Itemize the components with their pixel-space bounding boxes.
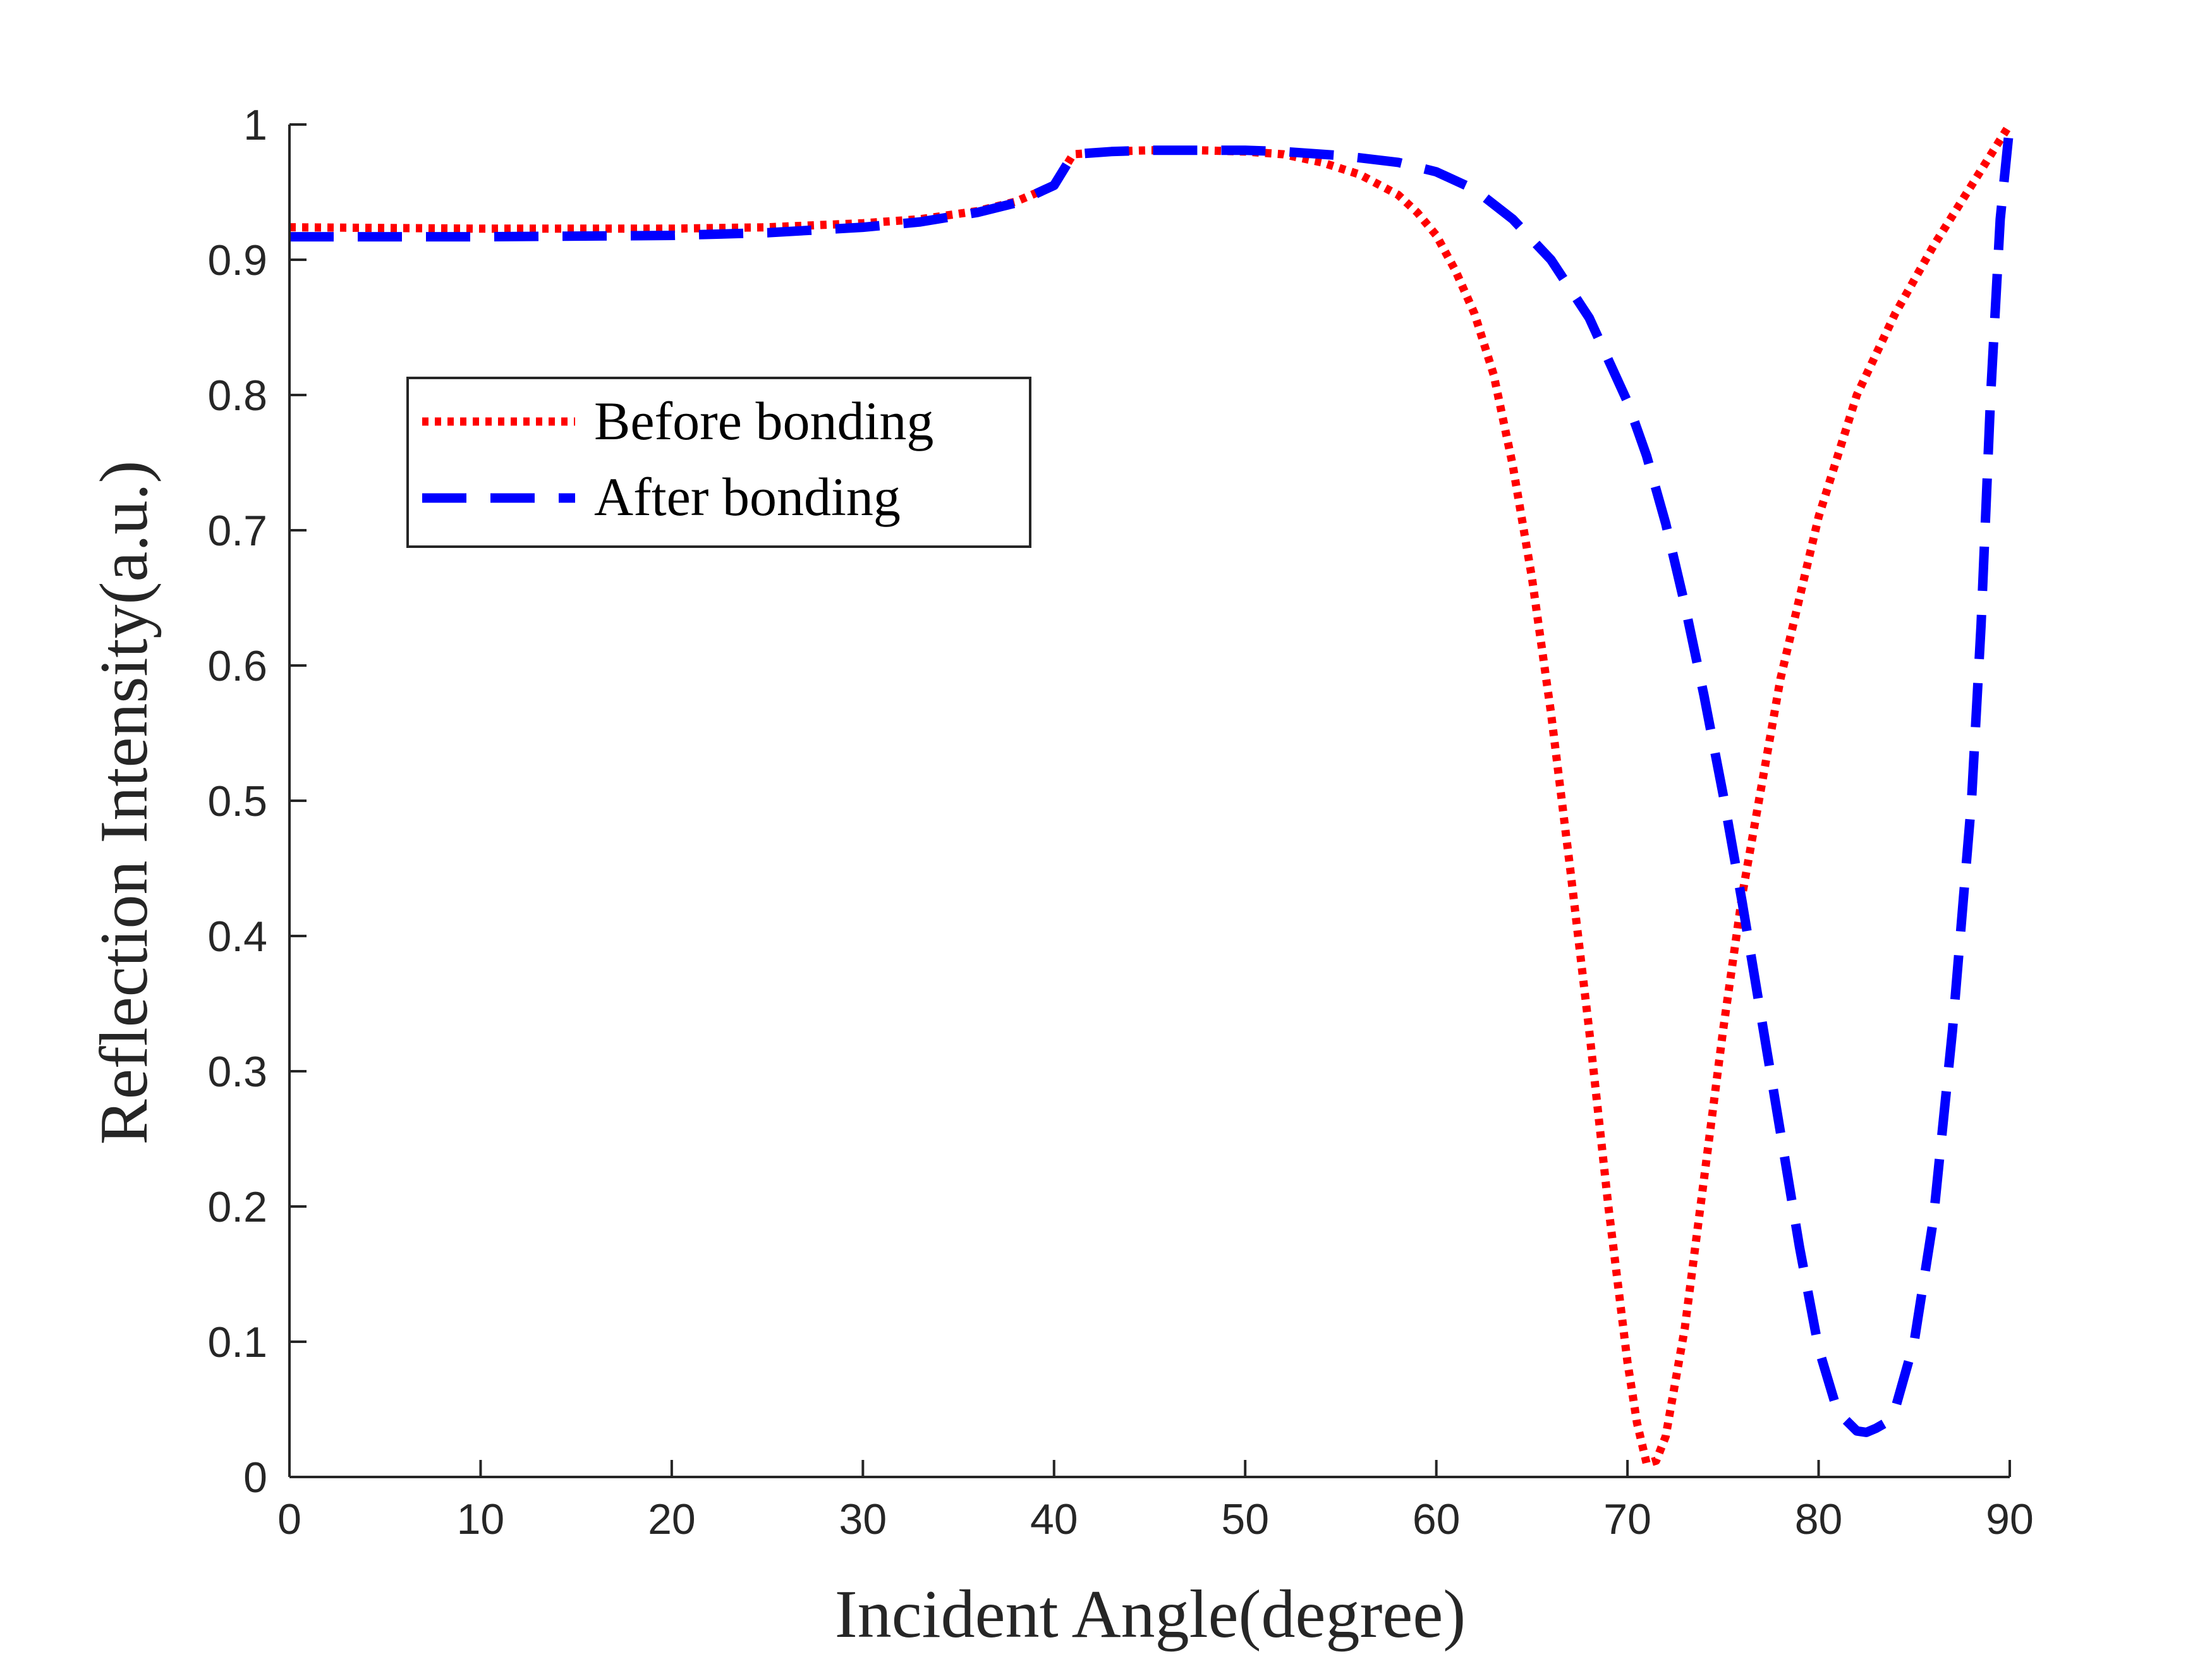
x-tick-label: 80 xyxy=(1795,1495,1843,1543)
series-line-after-bonding xyxy=(289,124,2015,1437)
x-tick-label: 60 xyxy=(1413,1495,1461,1543)
x-tick-label: 50 xyxy=(1221,1495,1269,1543)
y-axis-label: Reflection Intensity(a.u.) xyxy=(87,461,162,1145)
legend-label-before-bonding: Before bonding xyxy=(594,391,933,451)
y-tick-label: 0.3 xyxy=(207,1048,267,1096)
legend-box xyxy=(406,377,1031,548)
y-tick-label: 1 xyxy=(243,101,267,149)
x-tick-label: 10 xyxy=(457,1495,505,1543)
series-layer xyxy=(289,122,2015,1468)
legend: Before bonding After bonding xyxy=(406,377,1031,548)
y-tick-label: 0.8 xyxy=(207,372,267,420)
y-tick-label: 0.4 xyxy=(207,913,267,961)
y-tick-label: 0.7 xyxy=(207,507,267,555)
x-tick-label: 20 xyxy=(648,1495,696,1543)
ticks-layer: 0 10 20 30 40 50 60 70 80 90 0 0.1 0.2 0.3 0.4 0.5 0.6 0.… xyxy=(207,101,2033,1543)
y-tick-label: 0.5 xyxy=(207,777,267,825)
y-tick-label: 0.1 xyxy=(207,1318,267,1366)
x-tick-label: 70 xyxy=(1603,1495,1651,1543)
plot-area xyxy=(289,125,2010,1477)
plot-background xyxy=(289,125,2010,1477)
x-tick-label: 0 xyxy=(277,1495,301,1543)
x-tick-label: 30 xyxy=(839,1495,887,1543)
y-tick-label: 0.9 xyxy=(207,236,267,284)
y-tick-label: 0.2 xyxy=(207,1183,267,1231)
x-tick-label: 40 xyxy=(1030,1495,1078,1543)
y-tick-label: 0.6 xyxy=(207,642,267,690)
series-line-before-bonding xyxy=(289,122,2014,1468)
y-tick-label: 0 xyxy=(243,1454,267,1502)
x-tick-label: 90 xyxy=(1986,1495,2034,1543)
x-axis-label: Incident Angle(degree) xyxy=(835,1577,1466,1652)
legend-label-after-bonding: After bonding xyxy=(594,466,901,527)
